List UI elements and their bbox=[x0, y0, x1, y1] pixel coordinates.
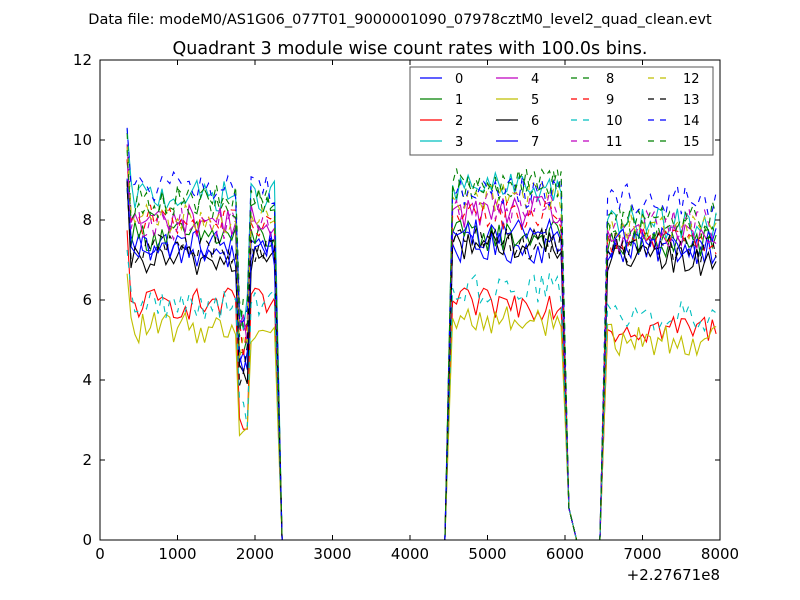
series-line-4 bbox=[126, 159, 717, 541]
series-line-5 bbox=[126, 273, 717, 541]
y-tick-label: 8 bbox=[82, 211, 92, 229]
series-line-2 bbox=[126, 230, 717, 541]
legend-frame bbox=[409, 66, 714, 156]
legend-label: 8 bbox=[606, 72, 614, 87]
legend-label: 15 bbox=[683, 135, 700, 150]
legend-label: 4 bbox=[531, 72, 539, 87]
x-tick-label: 3000 bbox=[313, 545, 351, 563]
y-tick-label: 2 bbox=[82, 451, 92, 469]
x-tick-label: 5000 bbox=[468, 545, 506, 563]
x-tick-label: 6000 bbox=[546, 545, 584, 563]
x-tick-label: 1000 bbox=[158, 545, 196, 563]
x-tick-label: 8000 bbox=[701, 545, 739, 563]
series-line-11 bbox=[126, 144, 717, 541]
chart-title: Quadrant 3 module wise count rates with … bbox=[173, 39, 648, 59]
legend-label: 5 bbox=[531, 93, 539, 108]
y-tick-label: 6 bbox=[82, 291, 92, 309]
x-tick-label: 0 bbox=[95, 545, 105, 563]
legend-label: 0 bbox=[455, 72, 463, 87]
legend-label: 12 bbox=[683, 72, 700, 87]
x-tick-label: 2000 bbox=[236, 545, 274, 563]
legend-label: 14 bbox=[683, 114, 700, 129]
legend-label: 3 bbox=[455, 135, 463, 150]
series-line-7 bbox=[126, 178, 717, 541]
y-tick-label: 4 bbox=[82, 371, 92, 389]
x-tick-label: 4000 bbox=[391, 545, 429, 563]
x-axis: 0 1000 2000 3000 4000 5000 6000 7000 8000 bbox=[95, 60, 739, 563]
series-line-9 bbox=[126, 159, 717, 541]
series-line-15 bbox=[126, 150, 717, 541]
y-tick-label: 10 bbox=[73, 131, 92, 149]
series-line-0 bbox=[126, 189, 717, 541]
legend-label: 1 bbox=[455, 93, 463, 108]
legend-label: 6 bbox=[531, 114, 539, 129]
series-line-13 bbox=[126, 181, 717, 541]
y-tick-label: 0 bbox=[82, 531, 92, 549]
series-line-14 bbox=[126, 127, 717, 541]
legend-label: 13 bbox=[683, 93, 700, 108]
legend-label: 11 bbox=[606, 135, 623, 150]
x-tick-label: 7000 bbox=[623, 545, 661, 563]
chart-suptitle: Data file: modeM0/AS1G06_077T01_90000010… bbox=[88, 12, 712, 28]
series-line-10 bbox=[126, 249, 717, 541]
legend-label: 10 bbox=[606, 114, 623, 129]
plot-lines bbox=[126, 127, 717, 541]
legend-label: 2 bbox=[455, 114, 463, 129]
legend-label: 9 bbox=[606, 93, 614, 108]
x-offset-label: +2.27671e8 bbox=[627, 566, 720, 584]
legend-label: 7 bbox=[531, 135, 539, 150]
y-tick-label: 12 bbox=[73, 51, 92, 69]
